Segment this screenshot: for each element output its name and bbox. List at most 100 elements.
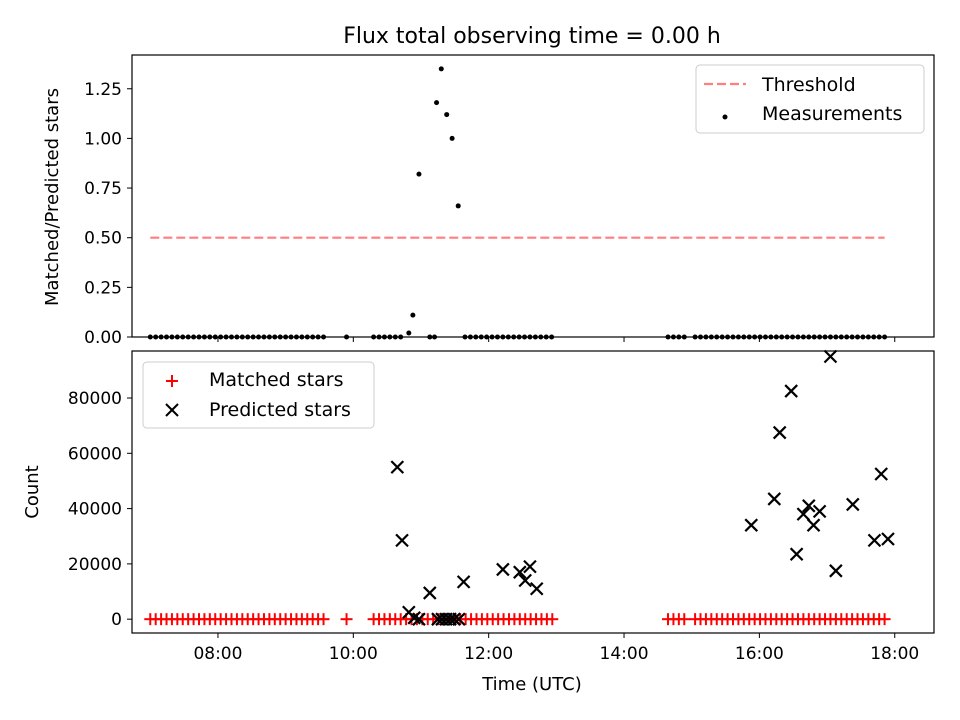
predicted-star-point (518, 573, 532, 588)
predicted-legend-swatch (165, 403, 179, 417)
predicted-star-stroke-b (802, 499, 816, 513)
measurement-point (406, 330, 412, 336)
predicted-star-point (412, 612, 426, 626)
predicted-star-stroke-b (784, 384, 798, 398)
matched-star-point (340, 613, 353, 626)
predicted-star-point (395, 533, 409, 548)
threshold-legend-label: Threshold (761, 74, 856, 96)
measurement-point (416, 171, 422, 177)
matched-star-point (678, 613, 691, 626)
count-x-tick-label: 18:00 (870, 644, 919, 664)
predicted-star-point (529, 581, 544, 596)
predicted-star-point (812, 504, 827, 519)
predicted-star-stroke-b (395, 533, 409, 548)
measurement-point (449, 135, 455, 141)
predicted-star-stroke-b (447, 612, 461, 626)
x-axis-label: Time (UTC) (481, 674, 582, 695)
figure-title: Flux total observing time = 0.00 h (343, 24, 721, 49)
predicted-star-stroke-b (767, 492, 782, 506)
count-x-tick-label: 14:00 (600, 644, 649, 664)
predicted-star-stroke-b (456, 575, 471, 589)
predicted-star-stroke-b (412, 612, 426, 626)
ratio-legend: Threshold Measurements (695, 64, 925, 134)
predicted-star-point (796, 507, 811, 521)
count-axes: 0 20000 40000 60000 80000 08:00 10:00 12:00 14:0… (68, 389, 919, 664)
measurements-legend-label: Measurements (762, 103, 902, 125)
predicted-star-stroke-b (796, 507, 811, 521)
predicted-star-point (784, 384, 798, 398)
ratio-axes: 0.00 0.25 0.50 0.75 1.00 1.25 (84, 80, 896, 348)
count-legend-box (142, 361, 375, 429)
count-legend: Matched stars Predicted stars (142, 361, 375, 429)
predicted-star-stroke-b (518, 573, 532, 588)
predicted-star-point (513, 565, 527, 579)
matched-star-point (317, 613, 330, 626)
measurement-point (455, 203, 461, 209)
predicted-legend-label: Predicted stars (209, 399, 351, 421)
count-y-tick-label: 40000 (68, 500, 122, 520)
predicted-star-point (767, 492, 782, 506)
predicted-star-point (881, 532, 895, 546)
measurement-point (444, 112, 450, 118)
count-x-tick-label: 10:00 (329, 644, 378, 664)
ratio-y-tick-label: 1.00 (84, 129, 122, 149)
predicted-star-point (423, 586, 437, 600)
predicted-star-point (447, 612, 461, 626)
count-x-tick-label: 08:00 (193, 644, 242, 664)
predicted-star-point (867, 533, 882, 548)
count-panel: 0 20000 40000 60000 80000 08:00 10:00 12:00 14:0… (22, 349, 935, 695)
predicted-star-point (802, 499, 816, 513)
count-panel-frame (131, 350, 935, 634)
count-marks (144, 349, 895, 626)
matched-star-point (878, 613, 891, 626)
predicted-star-stroke-b (513, 565, 527, 579)
ratio-panel: 0.00 0.25 0.50 0.75 1.00 1.25 Threshold Measu… (42, 54, 935, 348)
count-x-tick-label: 16:00 (735, 644, 784, 664)
predicted-star-stroke-b (881, 532, 895, 546)
predicted-star-point (823, 349, 838, 364)
count-y-tick-label: 0 (111, 610, 122, 630)
predicted-star-point (829, 564, 843, 578)
predicted-star-stroke-b (772, 425, 787, 440)
predicted-star-stroke-b (529, 581, 544, 596)
predicted-star-stroke-b (452, 612, 466, 626)
predicted-star-stroke-b (496, 562, 510, 577)
measurement-point (434, 100, 440, 106)
predicted-star-stroke-b (867, 533, 882, 548)
ratio-y-tick-label: 0.75 (84, 179, 122, 199)
predicted-star-point (789, 547, 804, 561)
predicted-star-stroke-b (846, 497, 860, 512)
predicted-star-stroke-b (789, 547, 804, 561)
ratio-panel-frame (131, 54, 935, 338)
predicted-star-point (772, 425, 787, 440)
predicted-star-stroke-b (823, 349, 838, 364)
ratio-y-tick-label: 0.00 (84, 328, 122, 348)
count-y-tick-label: 60000 (68, 444, 122, 464)
predicted-star-point (407, 611, 422, 625)
predicted-star-point (452, 612, 466, 626)
predicted-star-stroke-b (390, 460, 405, 474)
predicted-star-point (874, 467, 888, 481)
count-x-tick-label: 12:00 (464, 644, 513, 664)
measurement-point (438, 66, 444, 72)
predicted-star-point (456, 575, 471, 589)
predicted-star-stroke-b (407, 611, 422, 625)
predicted-star-point (523, 559, 537, 574)
predicted-star-stroke-b (829, 564, 843, 578)
measurements-legend-swatch (722, 114, 728, 120)
predicted-star-point (806, 518, 821, 532)
predicted-star-stroke-b (423, 586, 437, 600)
count-y-tick-label: 80000 (68, 389, 122, 409)
count-y-axis-label: Count (22, 465, 43, 518)
predicted-star-stroke-b (874, 467, 888, 481)
ratio-y-axis-label: Matched/Predicted stars (42, 88, 63, 306)
matched-star-point (546, 613, 559, 626)
ratio-y-tick-label: 0.50 (84, 229, 122, 249)
predicted-star-stroke-b (744, 518, 759, 532)
ratio-legend-box (695, 64, 925, 134)
predicted-star-point (496, 562, 510, 577)
count-y-tick-label: 20000 (68, 555, 122, 575)
ratio-y-tick-label: 0.25 (84, 278, 122, 298)
ratio-y-tick-label: 1.25 (84, 80, 122, 100)
